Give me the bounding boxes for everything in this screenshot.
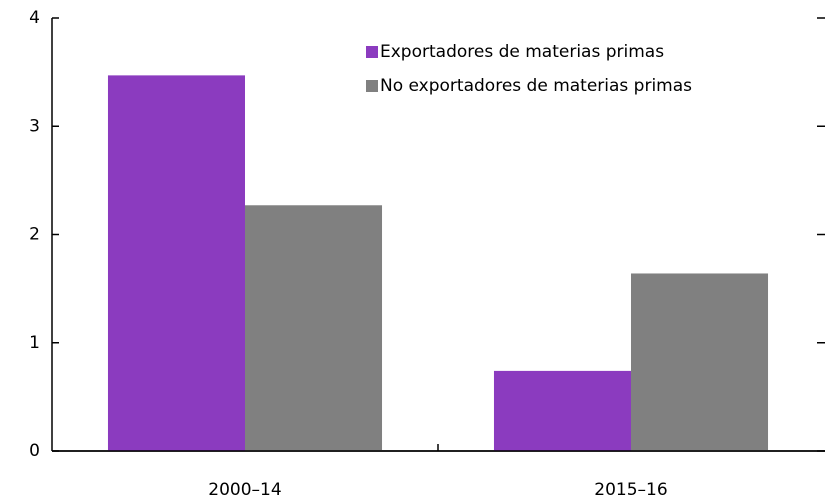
y-tick-label: 1 [29, 333, 40, 353]
bar [107, 75, 245, 451]
bar [245, 205, 383, 451]
legend-swatch [366, 80, 378, 92]
legend-label: No exportadores de materias primas [380, 76, 692, 96]
bar [493, 370, 631, 451]
y-tick-label: 0 [29, 441, 40, 461]
y-tick-label: 4 [29, 8, 40, 28]
legend-label: Exportadores de materias primas [380, 42, 664, 62]
x-tick-label: 2000–14 [208, 480, 281, 500]
legend-swatch [366, 46, 378, 58]
y-tick-label: 3 [29, 116, 40, 136]
y-tick-label: 2 [29, 225, 40, 245]
bar [631, 273, 769, 451]
x-tick-label: 2015–16 [594, 480, 667, 500]
